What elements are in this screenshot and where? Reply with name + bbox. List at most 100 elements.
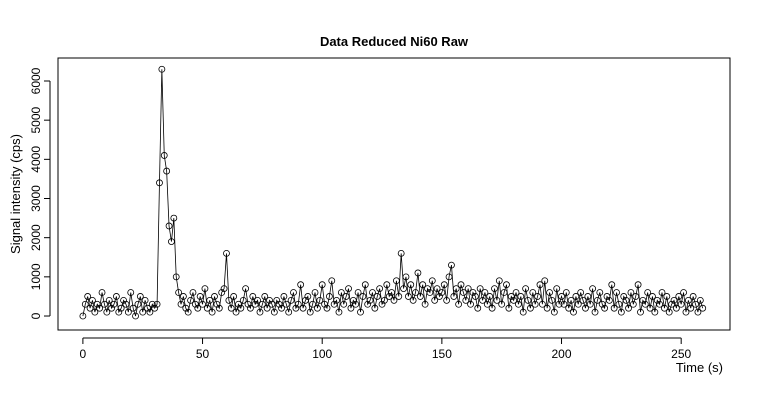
data-point xyxy=(682,308,690,316)
data-point xyxy=(182,304,190,312)
data-point xyxy=(290,289,297,296)
data-point xyxy=(180,293,187,300)
data-point xyxy=(550,308,558,316)
x-tick-label: 100 xyxy=(312,347,332,361)
data-point xyxy=(656,300,664,308)
data-point xyxy=(120,296,127,304)
data-point xyxy=(369,289,376,296)
y-tick-label: 2000 xyxy=(29,224,43,251)
data-point xyxy=(141,296,149,304)
data-point xyxy=(426,289,434,296)
data-point xyxy=(594,296,601,304)
data-point xyxy=(254,296,261,304)
data-point xyxy=(534,293,541,300)
data-point xyxy=(627,289,635,296)
y-tick-label: 1000 xyxy=(29,263,43,290)
data-point xyxy=(668,300,676,308)
data-point xyxy=(510,296,518,304)
data-point xyxy=(543,304,551,312)
y-tick-label: 6000 xyxy=(29,67,43,94)
data-point xyxy=(661,304,668,312)
data-point xyxy=(517,293,525,300)
x-tick-label: 150 xyxy=(432,347,452,361)
data-point xyxy=(96,304,104,312)
data-point xyxy=(294,300,302,308)
data-point xyxy=(278,304,285,312)
data-point xyxy=(536,281,544,289)
data-point xyxy=(261,293,269,300)
data-point xyxy=(450,293,458,300)
data-point xyxy=(634,281,642,289)
data-point xyxy=(383,281,391,289)
data-point xyxy=(366,296,374,304)
data-point xyxy=(170,214,178,222)
data-point xyxy=(268,300,276,308)
data-point xyxy=(158,65,166,73)
data-point xyxy=(110,300,118,308)
data-point xyxy=(148,300,156,308)
data-point xyxy=(237,304,245,312)
data-point xyxy=(211,293,218,300)
data-point xyxy=(139,308,147,316)
data-point xyxy=(665,308,673,316)
x-tick-label: 50 xyxy=(196,347,210,361)
data-point xyxy=(376,285,384,292)
data-point xyxy=(282,300,290,308)
data-point xyxy=(373,293,381,300)
data-point xyxy=(79,312,87,320)
data-point xyxy=(610,304,618,312)
data-point xyxy=(512,289,520,296)
data-point xyxy=(321,300,328,308)
data-point xyxy=(574,300,582,308)
data-point xyxy=(562,289,570,296)
data-point xyxy=(553,285,561,292)
data-point xyxy=(306,308,314,316)
x-tick-label: 250 xyxy=(671,347,691,361)
data-point xyxy=(98,289,106,296)
data-point xyxy=(474,304,482,312)
data-point xyxy=(560,300,568,308)
data-point xyxy=(127,289,135,296)
data-point xyxy=(328,277,336,285)
data-point xyxy=(431,296,439,304)
data-point xyxy=(266,296,273,304)
data-point xyxy=(311,289,319,296)
data-point xyxy=(163,167,171,175)
data-point xyxy=(392,277,400,285)
data-point xyxy=(603,293,611,300)
data-point xyxy=(220,285,228,292)
data-point xyxy=(515,300,522,308)
data-point xyxy=(345,285,352,292)
data-point xyxy=(433,285,441,292)
data-point xyxy=(617,308,625,316)
data-point xyxy=(680,289,687,296)
data-point xyxy=(498,300,506,308)
data-point xyxy=(153,300,161,308)
data-point xyxy=(359,293,367,300)
data-point xyxy=(649,293,656,300)
data-point xyxy=(172,273,180,281)
data-point xyxy=(352,300,360,308)
data-point xyxy=(103,308,111,316)
data-point xyxy=(318,281,326,289)
data-line xyxy=(82,69,704,317)
data-point xyxy=(230,293,238,300)
data-point xyxy=(481,289,489,296)
data-point xyxy=(462,296,470,304)
data-point xyxy=(270,308,278,316)
data-point xyxy=(455,300,463,308)
plot-frame xyxy=(57,57,731,331)
data-point xyxy=(199,300,206,308)
data-point xyxy=(203,304,211,312)
data-point xyxy=(314,304,321,312)
chart-title: Data Reduced Ni60 Raw xyxy=(320,34,469,49)
data-point xyxy=(323,304,331,312)
data-point xyxy=(349,296,357,304)
data-point xyxy=(605,296,613,304)
x-tick-label: 0 xyxy=(80,347,87,361)
data-point xyxy=(136,293,144,300)
data-point xyxy=(292,304,300,312)
data-point xyxy=(694,308,702,316)
data-point xyxy=(615,300,623,308)
data-point xyxy=(646,304,654,312)
